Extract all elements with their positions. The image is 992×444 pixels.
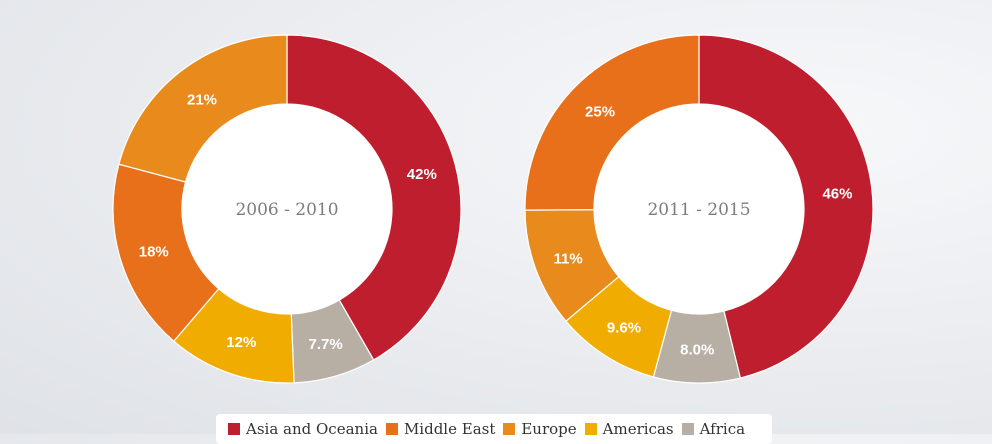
donut-chart-1: 42% 7.7% 12% 18% 21% 2006 - 2010 xyxy=(112,34,462,384)
legend-label-africa: Africa xyxy=(699,420,746,438)
slice-label-africa: 7.7% xyxy=(309,336,343,353)
slice-label-americas: 9.6% xyxy=(607,320,641,337)
legend-swatch-americas xyxy=(584,423,597,435)
center-label: 2011 - 2015 xyxy=(647,200,750,220)
donut-chart-2: 46% 8.0% 9.6% 11% 25% 2011 - 2015 xyxy=(524,34,874,384)
legend-item-africa[interactable]: Africa xyxy=(681,420,746,438)
center-label: 2006 - 2010 xyxy=(235,200,338,220)
legend-item-americas[interactable]: Americas xyxy=(584,420,674,438)
donut-hole xyxy=(182,104,392,314)
legend-label-middle-east: Middle East xyxy=(403,420,496,438)
legend: Asia and Oceania Middle East Europe Amer… xyxy=(216,414,772,444)
legend-swatch-asia-and-oceania xyxy=(228,423,240,435)
slice-label-africa: 8.0% xyxy=(680,341,714,358)
legend-swatch-africa xyxy=(681,423,694,435)
slice-label-asia-and-oceania: 46% xyxy=(822,185,852,202)
donut-charts: 42% 7.7% 12% 18% 21% 2006 - 2010 46% 8.0% 9.6% 11… xyxy=(112,34,874,384)
legend-swatch-europe xyxy=(503,423,516,435)
legend-label-americas: Americas xyxy=(602,420,674,438)
legend-label-asia-and-oceania: Asia and Oceania xyxy=(246,420,378,438)
slice-label-europe: 11% xyxy=(554,250,583,267)
legend-label-europe: Europe xyxy=(521,420,577,438)
donut-hole xyxy=(594,104,804,314)
slice-label-europe: 21% xyxy=(187,91,217,108)
slice-label-middle-east: 25% xyxy=(585,104,615,121)
legend-item-asia-and-oceania[interactable]: Asia and Oceania xyxy=(228,420,378,438)
slice-label-americas: 12% xyxy=(226,334,256,351)
slice-label-middle-east: 18% xyxy=(139,243,169,260)
legend-swatch-middle-east xyxy=(385,423,398,435)
slice-label-asia-and-oceania: 42% xyxy=(407,166,437,183)
legend-item-middle-east[interactable]: Middle East xyxy=(385,420,496,438)
legend-item-europe[interactable]: Europe xyxy=(503,420,577,438)
